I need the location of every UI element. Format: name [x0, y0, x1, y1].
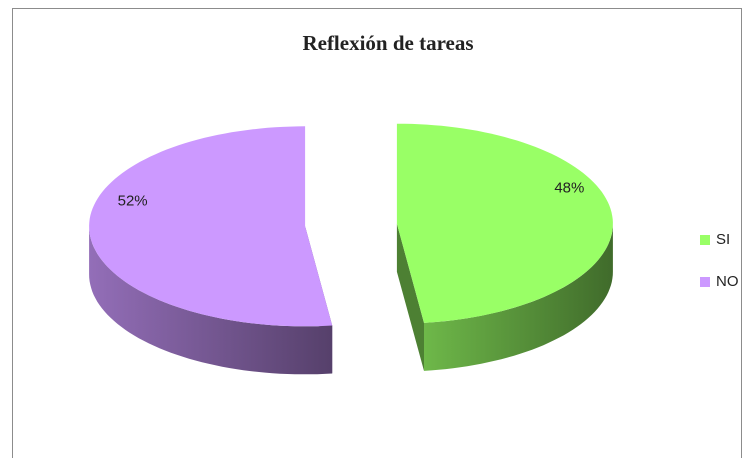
legend-swatch: [700, 277, 710, 287]
slice-side: [89, 226, 333, 375]
data-label: 52%: [118, 192, 148, 209]
legend-label: NO: [716, 273, 739, 290]
data-label: 48%: [554, 180, 584, 197]
legend-label: SI: [716, 231, 730, 248]
chart-title: Reflexión de tareas: [302, 31, 473, 55]
legend-swatch: [700, 235, 710, 245]
slice: [89, 126, 333, 327]
slice: [396, 123, 613, 323]
slice-face: [396, 223, 424, 371]
slice-side: [424, 223, 613, 371]
